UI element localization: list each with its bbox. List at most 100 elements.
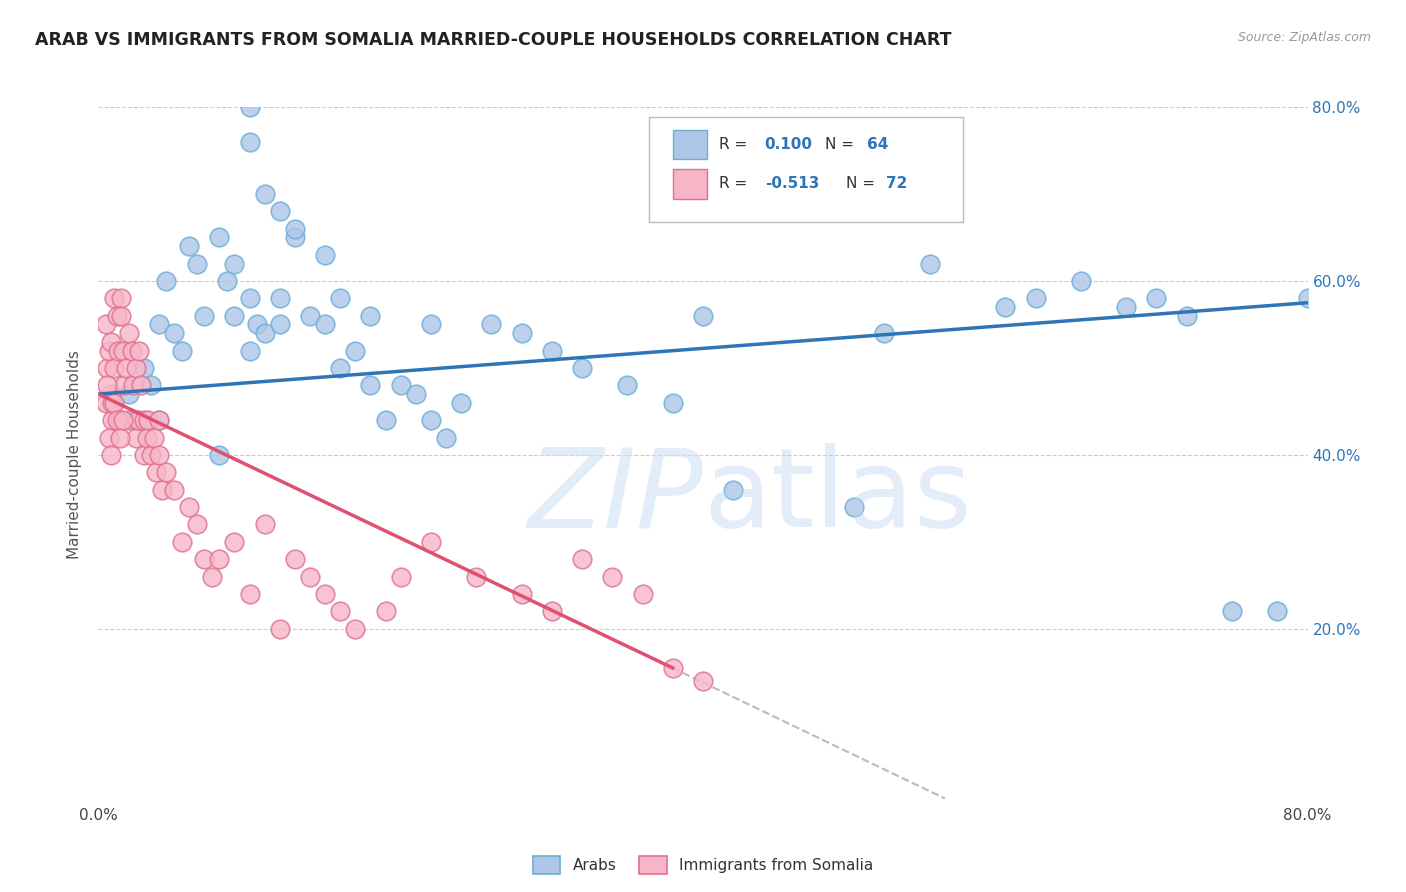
Text: Source: ZipAtlas.com: Source: ZipAtlas.com xyxy=(1237,31,1371,45)
Point xyxy=(994,300,1017,314)
Point xyxy=(1070,274,1092,288)
Point xyxy=(208,552,231,566)
Point xyxy=(193,309,215,323)
Point xyxy=(299,309,322,323)
Point xyxy=(114,360,136,375)
Point xyxy=(108,413,131,427)
Point xyxy=(269,318,291,332)
Point xyxy=(616,378,638,392)
Point xyxy=(253,517,276,532)
Point xyxy=(246,318,269,332)
Point xyxy=(224,534,246,549)
Point xyxy=(100,387,122,401)
Point xyxy=(141,378,163,392)
Point xyxy=(193,552,215,566)
Point xyxy=(314,318,336,332)
Point xyxy=(239,291,262,305)
Point xyxy=(571,360,593,375)
Point xyxy=(112,378,135,392)
Text: ZIP: ZIP xyxy=(527,443,703,550)
Point xyxy=(329,291,352,305)
Bar xyxy=(673,129,707,159)
Point xyxy=(170,343,193,358)
Point xyxy=(465,570,488,584)
Point xyxy=(360,378,382,392)
Point xyxy=(253,187,276,202)
Text: R =: R = xyxy=(718,177,752,192)
Point xyxy=(155,274,177,288)
Point xyxy=(128,343,150,358)
Point xyxy=(389,378,412,392)
Point xyxy=(314,587,336,601)
Point xyxy=(141,448,163,462)
Point xyxy=(148,448,170,462)
Point xyxy=(148,413,170,427)
Point xyxy=(602,570,624,584)
Point xyxy=(510,587,533,601)
Bar xyxy=(673,169,707,199)
Point xyxy=(101,396,124,410)
Point xyxy=(224,256,246,270)
Point xyxy=(662,396,685,410)
Point xyxy=(299,570,322,584)
Point xyxy=(121,343,143,358)
Point xyxy=(344,622,367,636)
Point xyxy=(118,413,141,427)
Point xyxy=(344,343,367,358)
Point xyxy=(239,100,262,114)
Text: R =: R = xyxy=(718,136,752,152)
Point xyxy=(118,387,141,401)
Point xyxy=(179,500,201,514)
Point xyxy=(1220,605,1243,619)
Y-axis label: Married-couple Households: Married-couple Households xyxy=(67,351,83,559)
Point xyxy=(1296,291,1319,305)
Point xyxy=(374,605,396,619)
Point xyxy=(105,413,128,427)
Point xyxy=(111,343,134,358)
Point xyxy=(1267,605,1289,619)
Point xyxy=(94,318,117,332)
Point xyxy=(148,318,170,332)
Point xyxy=(662,661,685,675)
Point xyxy=(1144,291,1167,305)
Text: atlas: atlas xyxy=(703,443,972,550)
Point xyxy=(1024,291,1046,305)
Point xyxy=(239,135,262,149)
Point xyxy=(122,378,145,392)
Text: 64: 64 xyxy=(868,136,889,152)
Point xyxy=(1115,300,1137,314)
Point xyxy=(360,309,382,323)
Legend: Arabs, Immigrants from Somalia: Arabs, Immigrants from Somalia xyxy=(527,850,879,880)
Text: 72: 72 xyxy=(886,177,907,192)
Point xyxy=(96,378,118,392)
Point xyxy=(127,413,149,427)
Point xyxy=(96,360,118,375)
Point xyxy=(269,622,291,636)
Point xyxy=(136,413,159,427)
Point xyxy=(269,204,291,219)
Point xyxy=(329,360,352,375)
Point xyxy=(105,309,128,323)
Point xyxy=(100,448,122,462)
Point xyxy=(631,587,654,601)
Point xyxy=(101,413,124,427)
Point xyxy=(571,552,593,566)
Point xyxy=(132,360,155,375)
Point xyxy=(125,413,148,427)
Point xyxy=(692,309,714,323)
Point xyxy=(420,318,443,332)
Point xyxy=(420,413,443,427)
Point xyxy=(186,517,208,532)
Point xyxy=(94,396,117,410)
Point xyxy=(150,483,173,497)
Point xyxy=(170,534,193,549)
Point xyxy=(103,291,125,305)
Point xyxy=(129,378,152,392)
Point xyxy=(186,256,208,270)
Point xyxy=(143,431,166,445)
Point xyxy=(132,413,155,427)
Point xyxy=(103,396,125,410)
Point xyxy=(284,230,307,244)
Point xyxy=(284,552,307,566)
Point xyxy=(844,500,866,514)
